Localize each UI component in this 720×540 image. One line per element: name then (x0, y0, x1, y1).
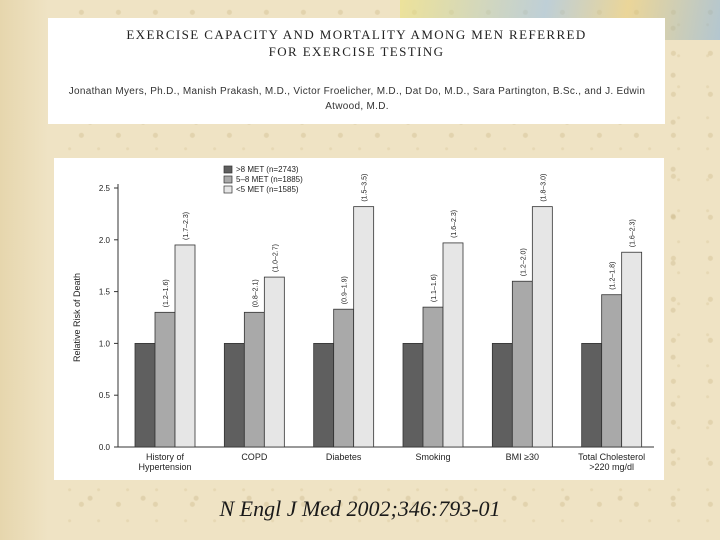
x-tick-label: Hypertension (138, 462, 191, 472)
bar-chart: 0.0 0.5 1.0 1.5 2.0 2.5 Relative Risk of Death… (72, 165, 654, 472)
bar (621, 251, 643, 448)
y-tick-label: 0.0 (99, 443, 111, 452)
bar (333, 308, 355, 448)
ci-label: (1.0–2.7) (272, 244, 279, 272)
x-tick-label: History of (146, 452, 185, 462)
bar (531, 206, 553, 448)
y-tick-label: 2.5 (99, 184, 111, 193)
ci-label: (1.2–2.0) (520, 248, 527, 276)
legend-swatch (223, 185, 233, 194)
legend-swatch (223, 165, 233, 174)
bar (601, 294, 623, 448)
bar (174, 244, 196, 448)
ci-label: (1.7–2.3) (183, 212, 190, 240)
bar (422, 306, 444, 448)
y-tick-label: 1.0 (99, 339, 111, 348)
x-tick-label: >220 mg/dl (589, 462, 634, 472)
legend-label: <5 MET (n=1585) (236, 185, 299, 194)
x-tick-label: BMI ≥30 (506, 452, 539, 462)
bar (313, 342, 335, 448)
legend-label: 5–8 MET (n=1885) (236, 175, 303, 184)
chart-panel: 0.0 0.5 1.0 1.5 2.0 2.5 Relative Risk of Death… (54, 158, 664, 480)
ci-label: (1.8–3.0) (540, 174, 547, 202)
bar (581, 342, 603, 448)
x-tick-label: Diabetes (326, 452, 362, 462)
bar (442, 242, 464, 448)
ci-label: (1.6–2.3) (630, 219, 637, 247)
y-tick-label: 1.5 (99, 288, 111, 297)
left-decor-strip (0, 0, 48, 540)
legend-swatch (223, 175, 233, 184)
article-title: EXERCISE CAPACITY AND MORTALITY AMONG ME… (126, 27, 587, 59)
bar (491, 342, 513, 448)
bar (243, 311, 265, 448)
article-authors: Jonathan Myers, Ph.D., Manish Prakash, M… (68, 86, 646, 112)
ci-label: (1.2–1.6) (163, 279, 170, 307)
x-tick-label: Total Cholesterol (578, 452, 645, 462)
ci-label: (0.9–1.9) (342, 276, 349, 304)
bar (353, 206, 375, 448)
x-tick-label: Smoking (415, 452, 450, 462)
legend-label: >8 MET (n=2743) (236, 165, 299, 174)
bar (511, 280, 533, 448)
x-tick-label: COPD (241, 452, 268, 462)
y-tick-label: 2.0 (99, 236, 111, 245)
y-axis-label: Relative Risk of Death (72, 273, 82, 362)
journal-citation: N Engl J Med 2002;346:793-01 (219, 496, 501, 521)
ci-label: (1.1–1.6) (431, 274, 438, 302)
ci-label: (1.2–1.8) (610, 262, 617, 290)
bar (134, 342, 156, 448)
ci-label: (1.5–3.5) (362, 174, 369, 202)
article-header: EXERCISE CAPACITY AND MORTALITY AMONG ME… (48, 18, 665, 124)
bar (154, 311, 176, 448)
ci-label: (1.6–2.3) (451, 210, 458, 238)
bar (402, 342, 424, 448)
ci-label: (0.8–2.1) (252, 279, 259, 307)
bar (263, 276, 285, 448)
y-tick-label: 0.5 (99, 391, 111, 400)
bar (223, 342, 245, 448)
